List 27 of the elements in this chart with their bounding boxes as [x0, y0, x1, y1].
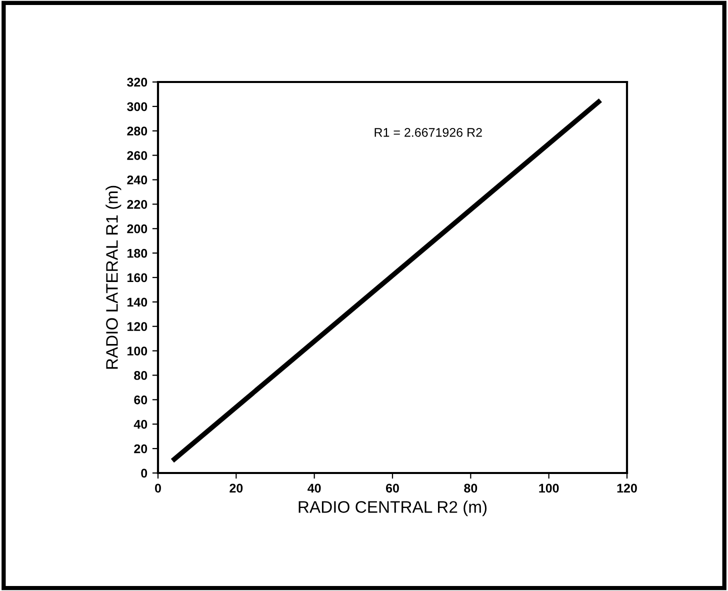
x-tick-label: 80: [464, 484, 478, 493]
y-tick-label: 120: [128, 322, 148, 332]
y-tick-label: 220: [127, 200, 148, 209]
x-tick-label: 40: [308, 484, 321, 493]
y-tick-label: 20: [134, 444, 148, 454]
y-tick-label: 180: [128, 248, 148, 258]
annotation: R1 = 2.6671926 R2: [374, 128, 482, 137]
y-tick-label: 260: [127, 151, 148, 160]
y-tick-label: 320: [127, 78, 148, 87]
y-tick-label: 0: [141, 468, 148, 478]
x-tick-label: 0: [155, 484, 161, 493]
x-tick-label: 100: [539, 484, 559, 493]
y-tick-label: 60: [134, 395, 148, 404]
y-tick-label: 280: [127, 126, 148, 136]
y-axis-title: RADIO LATERAL R1 (m): [106, 186, 122, 369]
y-tick-label: 80: [134, 371, 148, 380]
x-tick-label: 120: [617, 484, 637, 493]
y-tick-label: 200: [127, 224, 148, 234]
y-tick-label: 100: [128, 346, 148, 356]
y-tick-label: 300: [127, 102, 148, 112]
y-tick-label: 140: [128, 298, 148, 307]
x-tick-label: 20: [230, 484, 243, 493]
y-tick-label: 40: [134, 420, 148, 429]
y-tick-label: 160: [128, 273, 148, 282]
x-axis-title: RADIO CENTRAL R2 (m): [298, 500, 487, 516]
y-tick-label: 240: [127, 176, 148, 184]
x-tick-label: 60: [386, 484, 399, 493]
